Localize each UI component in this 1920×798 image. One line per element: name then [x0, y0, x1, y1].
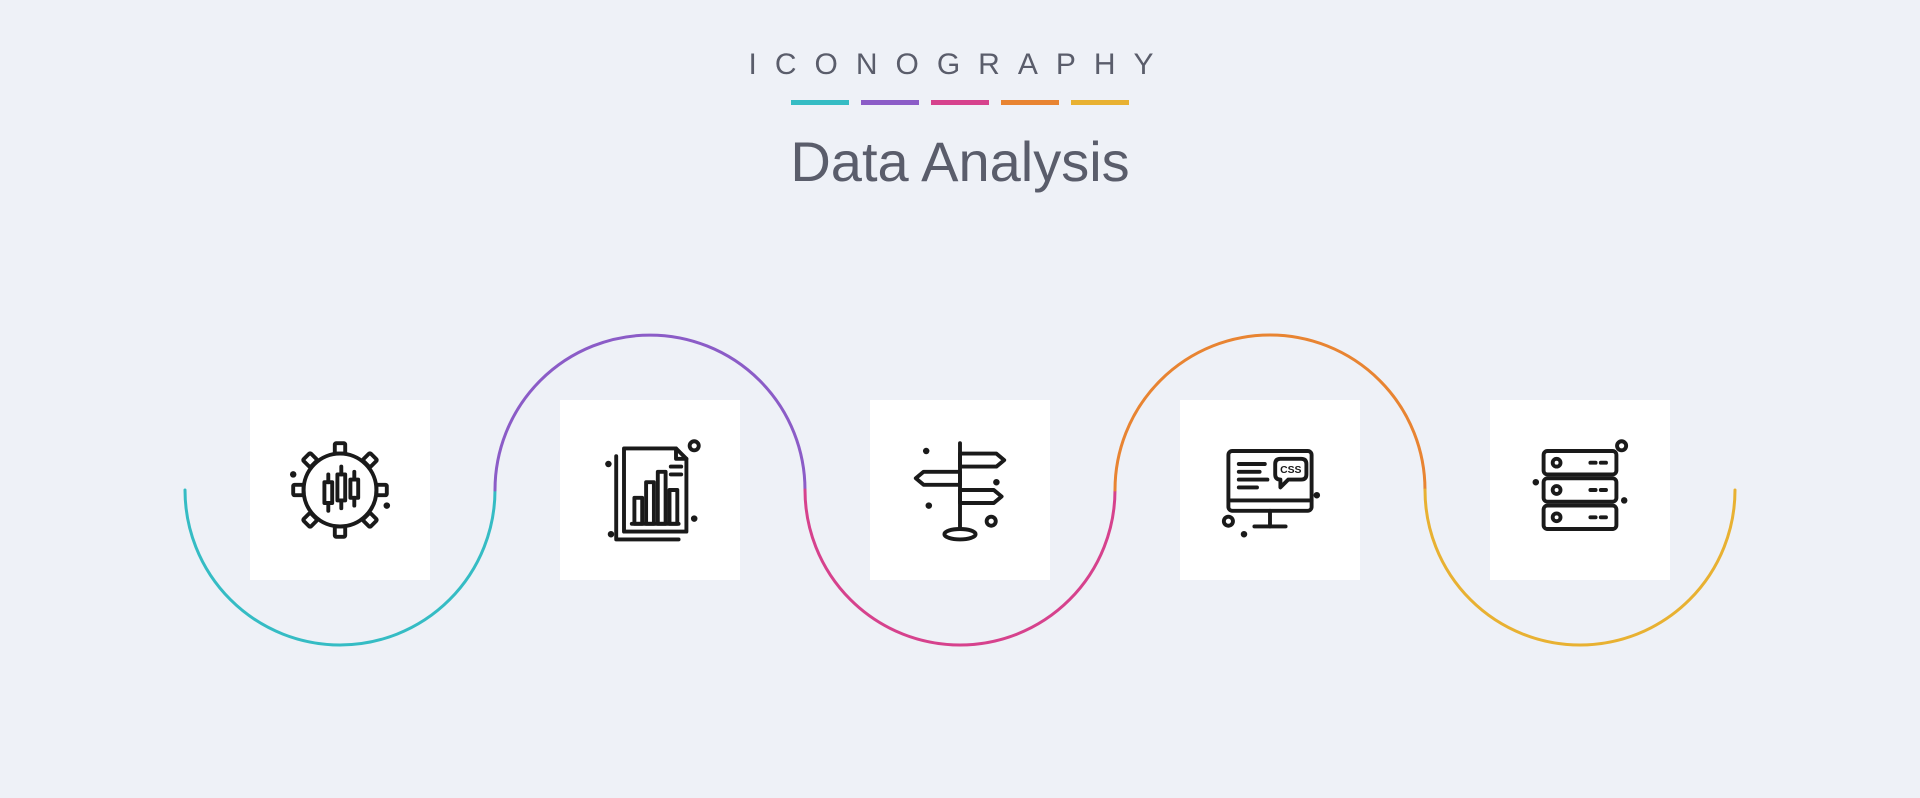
color-stripes — [0, 100, 1920, 105]
svg-text:CSS: CSS — [1280, 465, 1301, 476]
brand-text: Iconography — [0, 48, 1920, 82]
header: Iconography Data Analysis — [0, 0, 1920, 194]
icon-row: CSS — [0, 400, 1920, 580]
stripe-3 — [1001, 100, 1059, 105]
stripe-2 — [931, 100, 989, 105]
stripe-1 — [861, 100, 919, 105]
stripe-4 — [1071, 100, 1129, 105]
report-chart-icon — [560, 400, 740, 580]
gear-candlestick-icon — [250, 400, 430, 580]
server-stack-icon — [1490, 400, 1670, 580]
page-title: Data Analysis — [0, 129, 1920, 194]
stripe-0 — [791, 100, 849, 105]
monitor-css-icon: CSS — [1180, 400, 1360, 580]
signpost-icon — [870, 400, 1050, 580]
